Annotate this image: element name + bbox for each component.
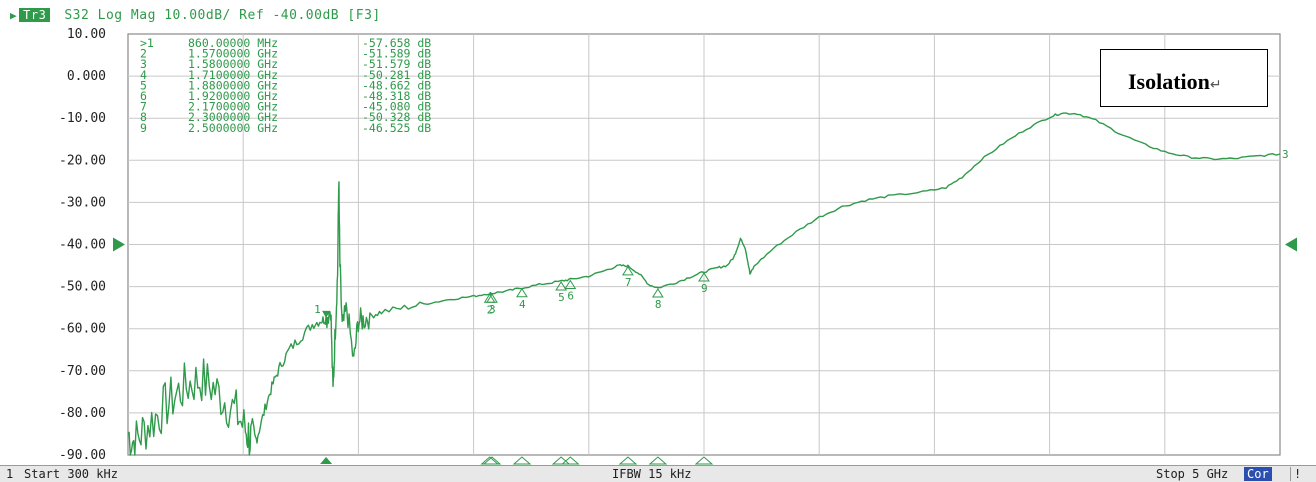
axis-marker-indicator bbox=[650, 457, 666, 464]
stop-frequency[interactable]: Stop 5 GHz bbox=[1156, 467, 1228, 481]
y-tick-label: -10.00 bbox=[59, 111, 106, 126]
marker-label: 6 bbox=[567, 290, 574, 303]
y-tick-label: 10.00 bbox=[67, 27, 106, 42]
status-bar: 1 Start 300 kHz IFBW 15 kHz Stop 5 GHz C… bbox=[0, 465, 1316, 482]
marker-row-id: 9 bbox=[140, 121, 147, 135]
y-tick-label: -90.00 bbox=[59, 448, 106, 463]
isolation-annotation: Isolation↵ bbox=[1100, 49, 1268, 107]
axis-marker-indicator bbox=[620, 457, 636, 464]
y-tick-label: -30.00 bbox=[59, 195, 106, 210]
marker-label: 9 bbox=[701, 282, 708, 295]
y-tick-label: -40.00 bbox=[59, 238, 106, 253]
y-tick-label: -80.00 bbox=[59, 406, 106, 421]
marker-label: 3 bbox=[489, 303, 496, 316]
if-bandwidth[interactable]: IFBW 15 kHz bbox=[612, 467, 691, 481]
marker-label: 5 bbox=[558, 291, 565, 304]
trace-end-label: 3 bbox=[1282, 148, 1289, 161]
ref-level-left-arrow-icon bbox=[113, 238, 125, 252]
marker-label: 1 bbox=[314, 303, 321, 316]
y-tick-label: -20.00 bbox=[59, 153, 106, 168]
axis-marker-indicator bbox=[696, 457, 712, 464]
marker-label: 7 bbox=[625, 276, 632, 289]
marker-label: 8 bbox=[655, 298, 662, 311]
marker-label: 4 bbox=[519, 298, 526, 311]
start-frequency[interactable]: Start 300 kHz bbox=[24, 467, 118, 481]
y-tick-label: -50.00 bbox=[59, 280, 106, 295]
status-flag: ! bbox=[1290, 467, 1301, 481]
isolation-label-text: Isolation bbox=[1128, 69, 1210, 94]
marker-row-value: -46.525 dB bbox=[362, 121, 431, 135]
y-tick-label: -70.00 bbox=[59, 364, 106, 379]
isolation-label: Isolation↵ bbox=[1128, 69, 1222, 95]
channel-number[interactable]: 1 bbox=[6, 467, 13, 481]
y-tick-label: 0.000 bbox=[67, 69, 106, 84]
y-tick-label: -60.00 bbox=[59, 322, 106, 337]
y-tick-labels: 10.00 0.000 -10.00 -20.00 -30.00 -40.00 -50.00… bbox=[59, 27, 106, 463]
marker-row-frequency: 2.5000000 GHz bbox=[188, 121, 278, 135]
return-mark-icon: ↵ bbox=[1210, 78, 1222, 93]
ref-level-right-arrow-icon bbox=[1285, 238, 1297, 252]
correction-indicator[interactable]: Cor bbox=[1244, 467, 1272, 481]
axis-marker-indicator bbox=[514, 457, 530, 464]
axis-marker-indicator bbox=[320, 457, 332, 464]
